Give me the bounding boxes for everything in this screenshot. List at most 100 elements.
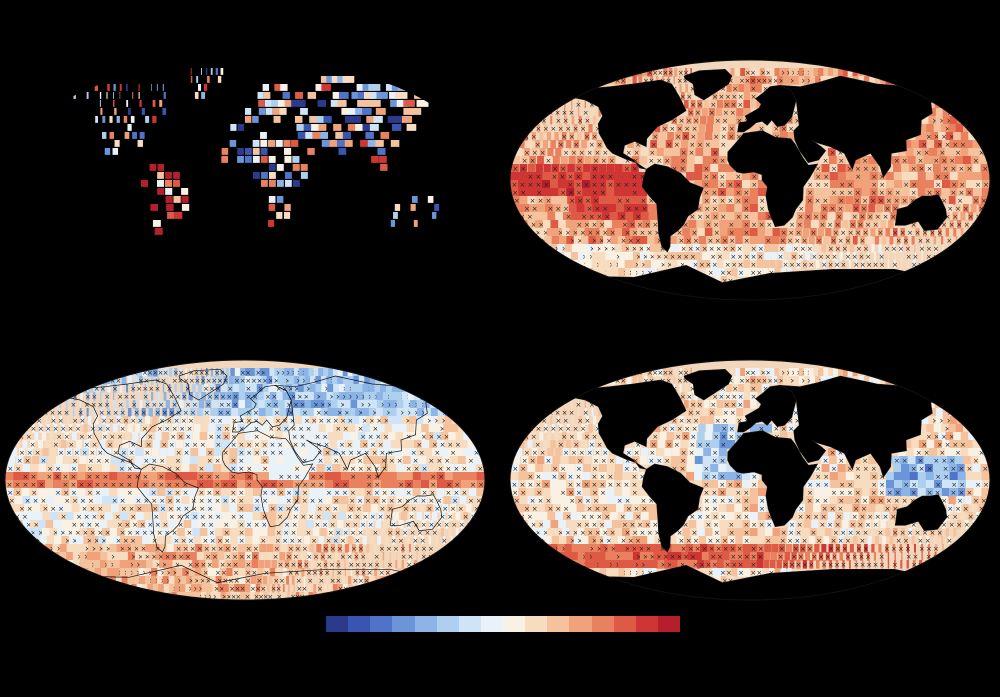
svg-text:×: ×	[677, 253, 683, 261]
svg-text:×: ×	[161, 441, 167, 449]
svg-text:×: ×	[727, 277, 733, 285]
svg-text:×: ×	[14, 513, 20, 521]
svg-text:×: ×	[19, 505, 25, 513]
svg-text:×: ×	[324, 441, 330, 449]
svg-text:×: ×	[92, 545, 98, 553]
svg-text:×: ×	[402, 529, 408, 537]
svg-text:×: ×	[294, 465, 300, 473]
svg-text:×: ×	[175, 457, 181, 465]
svg-text:×: ×	[304, 393, 310, 401]
svg-text:×: ×	[710, 101, 716, 109]
svg-text:×: ×	[95, 489, 101, 497]
svg-text:×: ×	[391, 537, 397, 545]
svg-text:×: ×	[288, 385, 294, 393]
svg-text:×: ×	[400, 545, 406, 553]
svg-text:×: ×	[855, 165, 861, 173]
svg-text:×: ×	[871, 173, 877, 181]
svg-text:×: ×	[108, 417, 114, 425]
svg-text:×: ×	[409, 513, 415, 521]
svg-text:×: ×	[358, 465, 364, 473]
world-map-global-mixed: × × × × × × × × × × × × × × × × × × × × × × × × × × × × ×× × × × × × × × × × ×…	[4, 359, 486, 601]
svg-text:×: ×	[821, 213, 827, 221]
svg-text:×: ×	[332, 505, 338, 513]
svg-text:×: ×	[815, 165, 821, 173]
svg-text:×: ×	[842, 245, 848, 253]
svg-text:×: ×	[282, 537, 288, 545]
svg-text:×: ×	[926, 133, 932, 141]
svg-text:×: ×	[374, 585, 380, 593]
svg-text:×: ×	[65, 537, 71, 545]
svg-text:×: ×	[405, 497, 411, 505]
svg-text:×: ×	[374, 473, 380, 481]
svg-text:×: ×	[946, 237, 952, 245]
svg-text:×: ×	[215, 569, 221, 577]
svg-text:×: ×	[271, 393, 277, 401]
svg-text:×: ×	[364, 577, 370, 585]
svg-text:×: ×	[373, 497, 379, 505]
svg-text:×: ×	[126, 593, 132, 601]
colorbar-swatch-5	[436, 616, 459, 632]
svg-text:×: ×	[246, 409, 252, 417]
svg-text:×: ×	[374, 561, 380, 569]
svg-text:×: ×	[556, 117, 562, 125]
svg-text:×: ×	[71, 473, 77, 481]
svg-text:×: ×	[414, 545, 420, 553]
svg-text:×: ×	[276, 529, 282, 537]
svg-text:×: ×	[955, 205, 961, 213]
svg-text:×: ×	[94, 537, 100, 545]
svg-text:×: ×	[239, 417, 245, 425]
svg-text:×: ×	[340, 593, 346, 601]
svg-text:×: ×	[366, 473, 372, 481]
svg-text:×: ×	[861, 205, 867, 213]
svg-text:×: ×	[589, 101, 595, 109]
svg-text:×: ×	[840, 229, 846, 237]
svg-text:×: ×	[308, 513, 314, 521]
svg-text:×: ×	[141, 545, 147, 553]
svg-text:×: ×	[898, 245, 904, 253]
svg-text:×: ×	[217, 377, 223, 385]
svg-text:×: ×	[847, 189, 853, 197]
svg-text:×: ×	[737, 245, 743, 253]
svg-text:×: ×	[558, 93, 564, 101]
svg-text:×: ×	[979, 149, 985, 157]
svg-text:×: ×	[922, 229, 928, 237]
svg-text:×: ×	[616, 253, 622, 261]
svg-text:×: ×	[306, 425, 312, 433]
svg-text:×: ×	[185, 553, 191, 561]
svg-text:×: ×	[424, 513, 430, 521]
svg-text:×: ×	[117, 433, 123, 441]
svg-text:×: ×	[722, 237, 728, 245]
svg-text:×: ×	[368, 585, 374, 593]
svg-text:×: ×	[652, 69, 658, 77]
svg-text:×: ×	[577, 117, 583, 125]
svg-text:×: ×	[461, 489, 467, 497]
svg-text:×: ×	[316, 393, 322, 401]
svg-text:×: ×	[318, 577, 324, 585]
svg-text:×: ×	[135, 529, 141, 537]
svg-text:×: ×	[276, 369, 282, 377]
svg-text:×: ×	[330, 577, 336, 585]
svg-text:×: ×	[238, 497, 244, 505]
svg-text:×: ×	[297, 561, 303, 569]
svg-text:×: ×	[781, 125, 787, 133]
svg-text:×: ×	[643, 253, 649, 261]
svg-text:×: ×	[23, 481, 29, 489]
svg-text:×: ×	[570, 237, 576, 245]
svg-text:×: ×	[101, 417, 107, 425]
svg-text:×: ×	[175, 561, 181, 569]
svg-text:×: ×	[380, 449, 386, 457]
svg-text:×: ×	[147, 433, 153, 441]
svg-text:×: ×	[379, 569, 385, 577]
svg-text:×: ×	[172, 529, 178, 537]
svg-text:×: ×	[132, 521, 138, 529]
svg-text:×: ×	[347, 553, 353, 561]
svg-text:×: ×	[329, 561, 335, 569]
svg-text:×: ×	[679, 117, 685, 125]
svg-text:×: ×	[107, 441, 113, 449]
svg-text:×: ×	[528, 173, 534, 181]
svg-text:×: ×	[702, 245, 708, 253]
svg-text:×: ×	[750, 369, 756, 377]
svg-text:×: ×	[262, 377, 268, 385]
svg-text:×: ×	[15, 465, 21, 473]
svg-text:×: ×	[387, 529, 393, 537]
